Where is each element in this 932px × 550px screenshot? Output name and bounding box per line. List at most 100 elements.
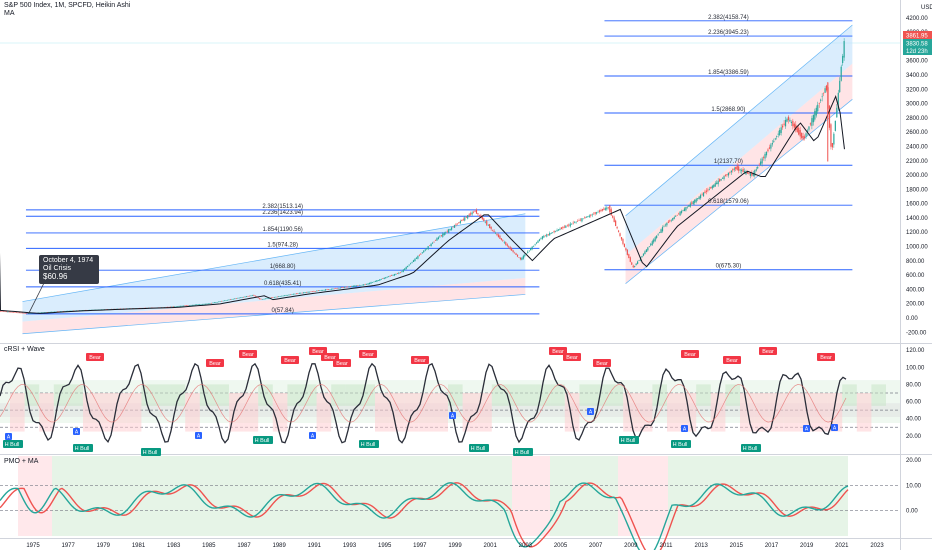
- candle-body: [695, 198, 697, 202]
- candle-body: [17, 312, 19, 314]
- candle-body: [178, 305, 180, 307]
- candle-body: [598, 210, 601, 212]
- candle-body: [563, 226, 565, 228]
- bear-signal-badge: [593, 359, 611, 367]
- candle-body: [412, 260, 415, 262]
- price-tick-label: 3400.00: [906, 73, 928, 79]
- bull-signal-badge: [671, 440, 691, 448]
- candle-body: [282, 295, 284, 297]
- candle-body: [843, 41, 845, 58]
- candle-body: [644, 251, 646, 255]
- candle-body: [720, 179, 722, 181]
- a-marker-label: A: [311, 434, 315, 440]
- candle-body: [172, 306, 174, 308]
- candle-body: [820, 99, 822, 101]
- candle-body: [336, 287, 338, 289]
- candle-body: [572, 222, 574, 224]
- candle-body: [571, 223, 573, 225]
- candle-body: [761, 158, 763, 164]
- candle-body: [604, 208, 606, 210]
- crsi-panel-label[interactable]: cRSI + Wave: [4, 346, 45, 353]
- year-tick-label: 2011: [660, 543, 674, 549]
- crsi-cloud-segment: [754, 392, 770, 432]
- crsi-cloud-segment: [710, 392, 726, 432]
- candle-body: [420, 253, 422, 255]
- candle-body: [825, 85, 828, 91]
- ma-indicator-label[interactable]: MA: [4, 10, 15, 17]
- candle-body: [409, 263, 412, 265]
- candle-body: [204, 303, 207, 305]
- price-tick-label: 400.00: [906, 287, 925, 293]
- candle-body: [314, 291, 316, 292]
- year-tick-label: 2005: [554, 543, 568, 549]
- price-tick-label: 3600.00: [906, 59, 928, 65]
- candle-body: [617, 230, 620, 232]
- candle-body: [815, 107, 817, 116]
- candle-body: [481, 217, 483, 220]
- candle-body: [180, 305, 182, 307]
- candle-body: [234, 298, 236, 300]
- candle-body: [429, 245, 431, 247]
- candle-body: [327, 289, 330, 290]
- candle-body: [839, 80, 841, 93]
- crsi-cloud-segment: [156, 384, 171, 406]
- candle-body: [196, 304, 198, 306]
- candle-body: [30, 313, 32, 314]
- candle-body: [272, 297, 274, 298]
- candle-body: [527, 251, 529, 254]
- candle-body: [319, 290, 321, 292]
- candle-body: [656, 235, 658, 238]
- bear-signal-label: Bear: [336, 361, 348, 367]
- bull-signal-badge: [513, 448, 533, 456]
- candle-body: [619, 233, 621, 236]
- crsi-cloud-segment: [316, 392, 332, 432]
- pmo-tick-label: 20.00: [906, 458, 922, 464]
- crsi-cloud-segment: [491, 384, 507, 406]
- candle-body: [516, 254, 519, 257]
- a-marker: [831, 424, 838, 431]
- candle-body: [478, 215, 481, 217]
- a-marker: [587, 408, 594, 415]
- candle-body: [537, 240, 539, 243]
- candle-body: [341, 287, 343, 288]
- crsi-cloud-segment: [506, 384, 521, 406]
- candle-body: [666, 222, 668, 226]
- candle-body: [809, 123, 812, 125]
- candle-body: [326, 289, 328, 290]
- a-marker-label: A: [833, 426, 837, 432]
- candle-body: [450, 227, 453, 230]
- candle-body: [262, 299, 264, 300]
- candle-body: [760, 161, 762, 165]
- pmo-panel-label[interactable]: PMO + MA: [4, 458, 39, 465]
- candle-body: [802, 135, 804, 140]
- price-tick-label: 2200.00: [906, 159, 928, 165]
- fib-level-label: 0(57.84): [272, 308, 294, 314]
- candle-body: [500, 238, 502, 240]
- channel-edge: [625, 24, 853, 217]
- candle-body: [461, 219, 463, 222]
- candle-body: [680, 211, 683, 213]
- candle-body: [199, 304, 201, 305]
- candle-body: [664, 224, 667, 226]
- year-tick-label: 1991: [308, 543, 322, 549]
- candle-body: [398, 272, 400, 274]
- candle-body: [786, 118, 788, 122]
- candle-body: [796, 126, 798, 133]
- candle-body: [446, 231, 448, 232]
- crsi-cloud-segment: [126, 392, 142, 432]
- candle-body: [241, 297, 243, 298]
- candle-body: [206, 303, 208, 305]
- candle-body: [404, 268, 406, 270]
- candle-body: [402, 269, 404, 273]
- candle-body: [40, 312, 43, 314]
- candle-body: [477, 213, 479, 215]
- candle-body: [333, 288, 336, 290]
- candle-body: [288, 294, 290, 296]
- candle-body: [349, 286, 352, 287]
- candle-body: [354, 285, 356, 287]
- candle-body: [464, 217, 466, 221]
- callout-price: $60.96: [43, 272, 68, 281]
- candle-body: [392, 274, 394, 276]
